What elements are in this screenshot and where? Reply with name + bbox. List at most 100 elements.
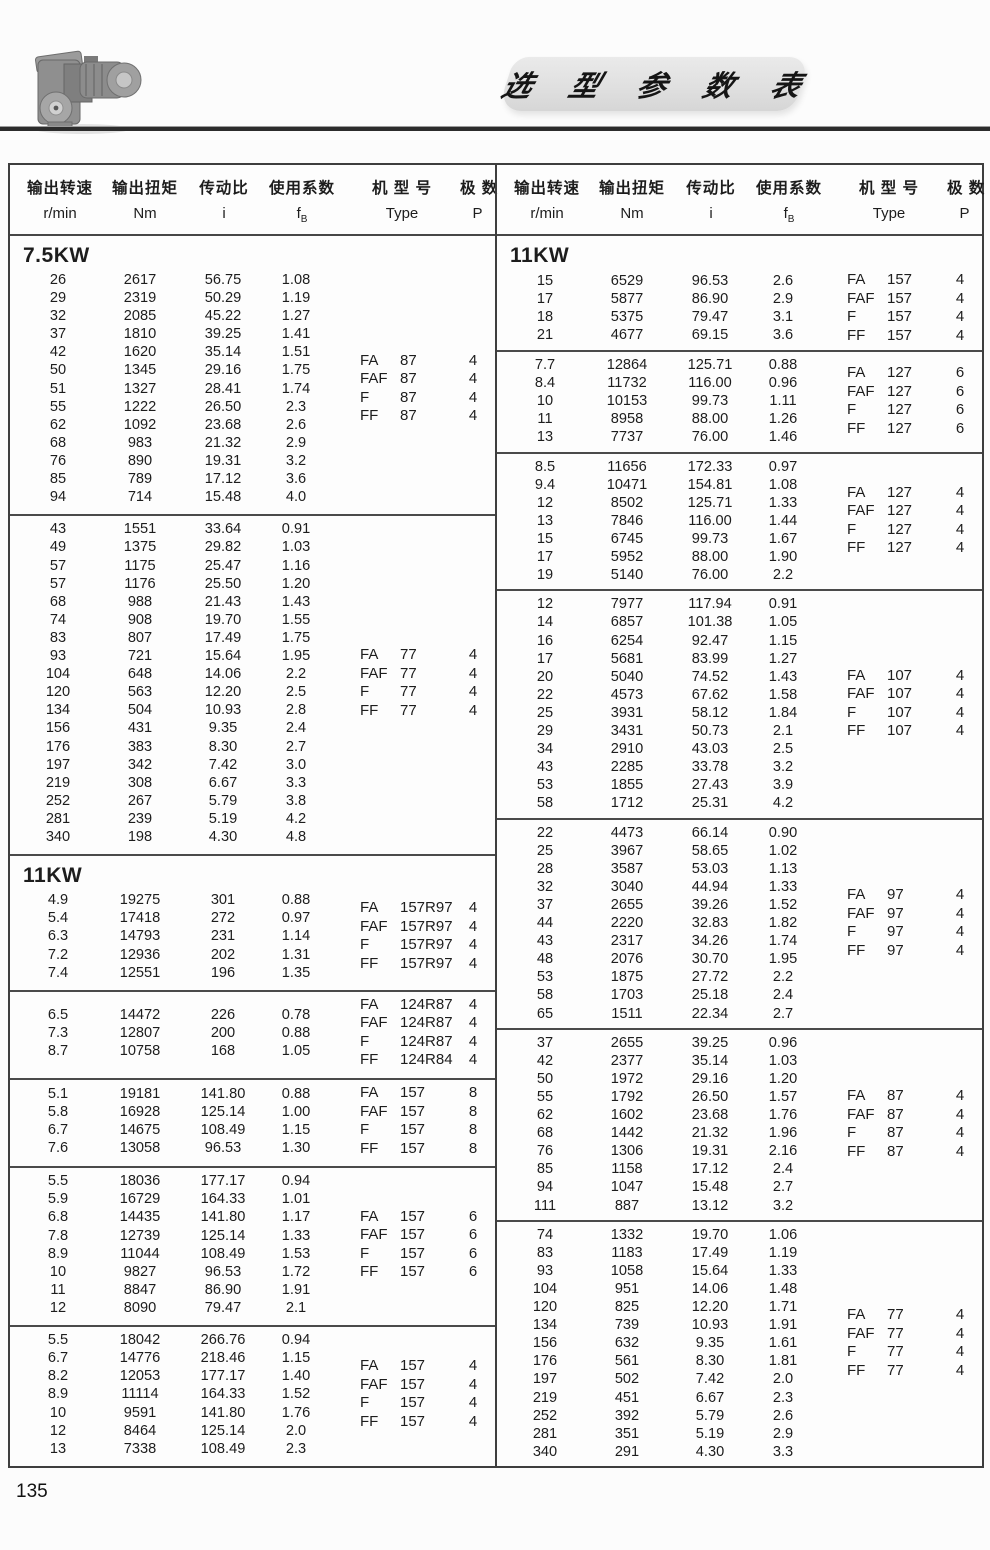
- torque-cell: 2220: [610, 915, 644, 932]
- model-prefix: FAF: [360, 1102, 388, 1120]
- ratio-cell: 125.14: [200, 1422, 246, 1439]
- table-row: 25 3931 58.12 1.84: [497, 704, 832, 722]
- speed-cell: 8.2: [47, 1368, 69, 1385]
- model-row: FAF 157 4: [847, 290, 982, 309]
- data-rows: 12 7977 117.94 0.91 14 6857 101.38 1.05 16 6254 92…: [497, 595, 832, 812]
- factor-cell: 4.0: [285, 489, 307, 506]
- table-row: 16 6254 92.47 1.15: [497, 632, 832, 650]
- speed-cell: 5.8: [47, 1103, 69, 1120]
- model-list: FA 87 4 FAF 87 4 F 87 4 FF 87 4: [345, 352, 495, 426]
- torque-cell: 2655: [610, 896, 644, 913]
- poles-cell: 4: [468, 351, 478, 369]
- factor-cell: 1.76: [281, 1404, 311, 1421]
- model-prefix: FAF: [847, 382, 875, 400]
- torque-cell: 383: [127, 738, 153, 755]
- ratio-cell: 116.00: [688, 512, 732, 529]
- ratio-cell: 67.62: [691, 686, 729, 703]
- ratio-cell: 50.73: [691, 723, 729, 740]
- speed-cell: 19: [536, 567, 554, 584]
- table-row: 76 890 19.31 3.2: [10, 452, 345, 470]
- table-row: 42 1620 35.14 1.51: [10, 343, 345, 361]
- model-size: 157: [400, 1263, 426, 1281]
- col-header-cn: 机 型 号: [371, 180, 433, 197]
- table-row: 5.1 19181 141.80 0.88: [10, 1085, 345, 1103]
- torque-cell: 13058: [119, 1140, 161, 1157]
- ratio-cell: 28.41: [204, 380, 242, 397]
- table-row: 5.5 18042 266.76 0.94: [10, 1331, 345, 1349]
- ratio-cell: 26.50: [691, 1088, 729, 1105]
- factor-cell: 1.76: [768, 1107, 798, 1124]
- factor-cell: 1.06: [768, 1226, 798, 1243]
- data-rows: 26 2617 56.75 1.08 29 2319 50.29 1.19 32 2085 45.2…: [10, 271, 345, 506]
- ratio-cell: 14.06: [691, 1280, 729, 1297]
- table-row: 156 632 9.35 1.61: [497, 1334, 832, 1352]
- model-prefix: FA: [360, 1084, 379, 1102]
- torque-cell: 1327: [123, 380, 157, 397]
- torque-cell: 1712: [610, 795, 644, 812]
- model-prefix: FA: [847, 1306, 866, 1324]
- torque-cell: 1047: [610, 1179, 644, 1196]
- factor-cell: 2.7: [285, 738, 307, 755]
- model-row: FF 77 4: [847, 1362, 982, 1381]
- ratio-cell: 6.67: [208, 774, 238, 791]
- speed-cell: 42: [536, 1052, 554, 1069]
- group-body: 8.5 11656 172.33 0.97 9.4 10471 154.81 1.08 12 85…: [497, 458, 982, 585]
- model-prefix: FA: [360, 1357, 379, 1375]
- torque-cell: 198: [127, 828, 153, 845]
- table-row: 8.9 11044 108.49 1.53: [10, 1245, 345, 1263]
- table-row: 42 2377 35.14 1.03: [497, 1052, 832, 1070]
- model-row: FA 127 6: [847, 364, 982, 383]
- model-size: 124R87: [400, 995, 453, 1013]
- torque-cell: 2655: [610, 1034, 644, 1051]
- torque-cell: 1620: [123, 344, 157, 361]
- torque-cell: 632: [614, 1335, 640, 1352]
- ratio-cell: 200: [210, 1024, 236, 1041]
- torque-cell: 9591: [123, 1404, 157, 1421]
- torque-cell: 7737: [610, 429, 644, 446]
- table-row: 37 1810 39.25 1.41: [10, 325, 345, 343]
- table-row: 50 1345 29.16 1.75: [10, 361, 345, 379]
- factor-cell: 1.27: [281, 308, 311, 325]
- speed-cell: 42: [49, 344, 67, 361]
- ratio-cell: 12.20: [204, 684, 242, 701]
- model-list: FA 127 4 FAF 127 4 F 127 4 FF 127 4: [832, 484, 982, 558]
- model-size: 127: [887, 539, 913, 557]
- factor-cell: 3.8: [285, 792, 307, 809]
- table-row: 6.7 14675 108.49 1.15: [10, 1121, 345, 1139]
- ratio-cell: 23.68: [204, 416, 242, 433]
- torque-cell: 11114: [121, 1386, 159, 1403]
- ratio-cell: 39.26: [691, 896, 729, 913]
- ratio-cell: 39.25: [204, 326, 242, 343]
- speed-cell: 8.7: [47, 1042, 69, 1059]
- table-row: 6.8 14435 141.80 1.17: [10, 1208, 345, 1226]
- model-prefix: FAF: [360, 1226, 388, 1244]
- torque-cell: 11656: [607, 458, 647, 475]
- factor-cell: 1.71: [768, 1299, 798, 1316]
- poles-cell: 4: [955, 685, 965, 703]
- model-prefix: FF: [360, 701, 379, 719]
- factor-cell: 2.3: [772, 1389, 794, 1406]
- ratio-cell: 9.35: [208, 720, 238, 737]
- col-header-cn: 输出转速: [513, 180, 580, 197]
- model-size: 157: [400, 1244, 426, 1262]
- poles-cell: 4: [955, 308, 965, 325]
- factor-cell: 1.95: [768, 951, 798, 968]
- speed-cell: 8.4: [534, 375, 556, 392]
- table-group: 37 2655 39.25 0.96 42 2377 35.14 1.03 50 1972 29.1…: [497, 1027, 982, 1220]
- model-size: 157: [400, 1357, 426, 1375]
- torque-cell: 1058: [610, 1262, 644, 1279]
- model-prefix: FAF: [360, 1375, 388, 1393]
- speed-cell: 37: [49, 326, 67, 343]
- ratio-cell: 101.38: [687, 614, 733, 631]
- factor-cell: 1.15: [281, 1350, 311, 1367]
- speed-cell: 22: [536, 824, 554, 841]
- factor-cell: 1.11: [769, 393, 797, 410]
- factor-cell: 0.91: [768, 596, 798, 613]
- model-prefix: FF: [360, 407, 379, 425]
- selection-parameter-table: 输出转速 输出扭矩 传动比 使用系数 机 型 号 极 数 r/min Nm i fB Type P 7.…: [8, 163, 984, 1468]
- factor-cell: 2.4: [772, 1161, 794, 1178]
- factor-cell: 3.3: [285, 774, 307, 791]
- ratio-cell: 168: [210, 1042, 236, 1059]
- factor-cell: 1.14: [281, 928, 311, 945]
- speed-cell: 25: [536, 704, 554, 721]
